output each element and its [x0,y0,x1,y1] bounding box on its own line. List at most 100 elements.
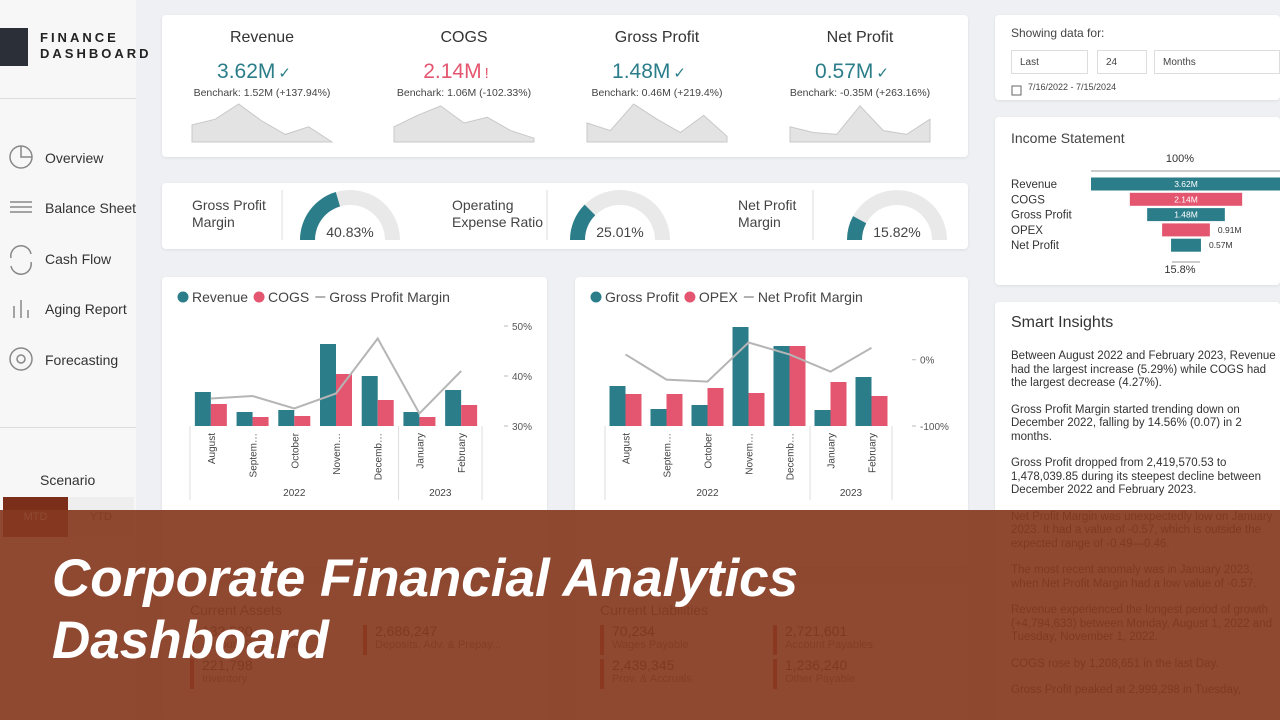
dropdown[interactable]: Last [1011,50,1088,74]
legend-label: COGS [268,289,309,305]
nav-item[interactable]: Aging Report [45,301,127,317]
funnel-value-label: 3.62M [1174,179,1198,189]
bar [419,417,436,426]
gauge-value: 40.83% [326,224,373,240]
kpi-benchmark: Benchark: 1.06M (-102.33%) [397,87,531,99]
bar [445,390,462,426]
kpi-value: 1.48M ✓ [612,60,686,83]
kpi-flag: ✓ [673,65,686,82]
line [210,336,462,416]
nav-item[interactable]: Forecasting [45,352,119,368]
x-tick-label: October [290,432,301,468]
funnel-value-label: 1.48M [1174,210,1198,220]
funnel-bar [1129,192,1243,206]
filter-card [995,15,1280,100]
bar [403,412,420,426]
line [624,341,873,383]
funnel-value-label: 0.91M [1218,225,1242,235]
bar [252,417,269,426]
banner-title: Corporate Financial Analytics Dashboard [52,549,799,670]
calendar-icon [1011,85,1022,96]
nav-item[interactable]: Overview [45,150,104,166]
kpi-benchmark: Benchark: 1.52M (+137.94%) [194,87,331,99]
funnel-value-label: 2.14M [1174,194,1198,204]
income-title: Income Statement [1011,130,1125,146]
kpi-benchmark: Benchark: 0.46M (+219.4%) [591,87,722,99]
legend-dot [177,291,189,303]
bar [278,410,295,426]
gauge-value: 25.01% [596,224,643,240]
logo-icon [0,28,28,66]
bar [461,405,478,426]
bar [732,327,749,426]
sparkline [586,103,728,143]
kpi-flag: ✓ [876,65,889,82]
x-tick-label: February [868,433,879,473]
divider [0,98,136,99]
funnel-category: OPEX [1011,225,1043,237]
filter-label: Showing data for: [1011,26,1105,40]
sparkline [191,103,334,143]
x-tick-label: Decemb… [374,433,385,480]
gauge-fill [300,192,341,240]
x-tick-label: Septem… [249,433,260,477]
banner: Corporate Financial Analytics Dashboard [0,510,1280,720]
nav-item[interactable]: Balance Sheet [45,200,137,216]
funnel-category: COGS [1011,194,1045,206]
insight: Gross Profit Margin started trending dow… [1011,403,1242,443]
sparkline [393,105,535,143]
nav-item[interactable]: Cash Flow [45,251,112,267]
bar [871,396,888,426]
kpi-benchmark: Benchark: -0.35M (+263.16%) [790,87,930,99]
bar [194,392,211,426]
funnel-value-label: 0.57M [1209,240,1233,250]
gauge-fill [570,204,596,240]
gauge-value: 15.82% [873,224,920,240]
funnel-category: Gross Profit [1011,210,1073,222]
gauge-card [162,183,968,249]
bar [625,394,642,426]
bar [236,412,253,426]
x-tick-label: August [207,433,218,464]
bar [773,346,790,426]
bar [609,386,626,426]
funnel-category: Net Profit [1011,240,1060,252]
bar [650,409,667,426]
legend-label: Gross Profit Margin [329,289,450,305]
input[interactable]: 24 [1097,50,1147,74]
bar [748,393,765,426]
bar [320,344,336,426]
x-tick-label: August [622,433,633,464]
gauge-track [847,190,947,240]
x-group-label: 2023 [840,488,863,499]
kpi-flag: ✓ [278,65,291,82]
x-tick-label: Septem… [663,433,674,477]
legend-label: OPEX [699,289,739,305]
x-tick-label: Decemb… [786,433,797,480]
funnel-top-label: 100% [1166,153,1194,165]
funnel-bottom-label: 15.8% [1164,264,1195,276]
bar [210,404,227,426]
x-tick-label: January [415,433,426,469]
funnel-category: Revenue [1011,179,1057,191]
y2-tick-label: 40% [512,372,532,383]
y2-tick-label: 0% [920,356,935,367]
date-range: 7/16/2022 - 7/15/2024 [1028,82,1117,92]
gauge-label: Operating Expense Ratio [452,197,544,230]
funnel-bar [1091,177,1280,191]
sparkline [789,105,931,143]
gauge-label: Net Profit Margin [738,197,797,230]
kpi-label: COGS [440,29,487,46]
x-tick-label: February [457,433,468,473]
bar [666,394,683,426]
bar [789,346,806,426]
kpi-label: Revenue [230,29,294,46]
insights-title: Smart Insights [1011,314,1114,331]
bar [814,410,831,426]
kpi-value-text: 1.48M [612,60,670,83]
kpi-value-text: 3.62M [217,60,275,83]
y2-tick-label: 30% [512,422,532,433]
bar [377,400,394,426]
